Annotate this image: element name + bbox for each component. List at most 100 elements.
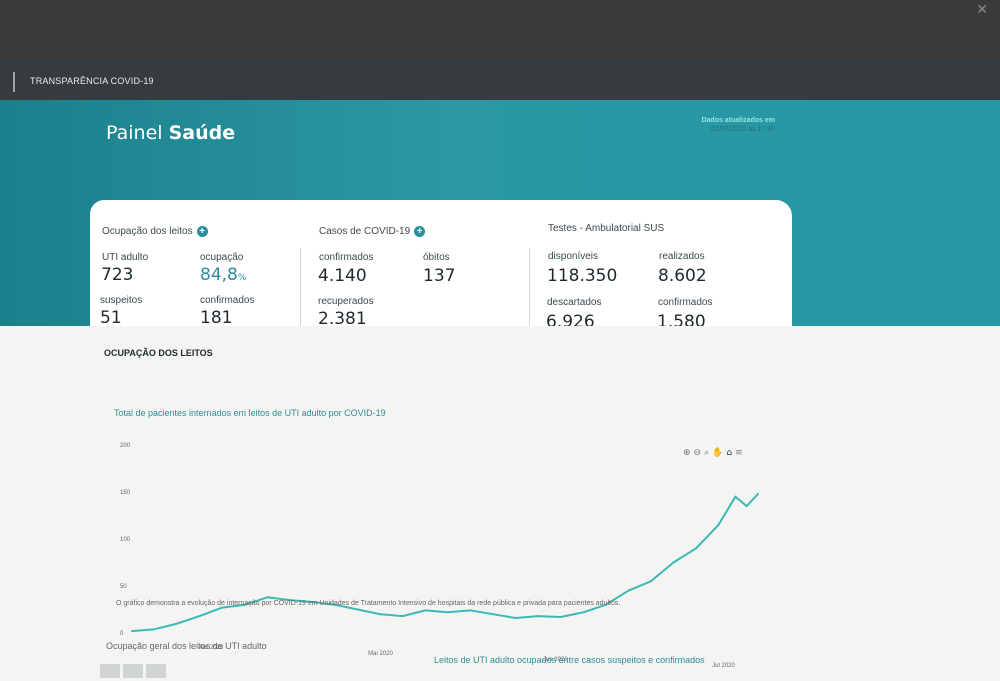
data-point[interactable] (401, 615, 404, 618)
brand-link[interactable]: TRANSPARÊNCIA COVID-19 (30, 76, 154, 86)
page-title: Painel Saúde (106, 122, 235, 144)
data-point[interactable] (695, 547, 697, 550)
data-point[interactable] (717, 523, 720, 526)
data-point[interactable] (734, 495, 737, 498)
y-tick-label: 150 (120, 490, 131, 496)
obitos-value: 137 (423, 266, 456, 286)
chart-note: O gráfico demonstra a evolução de intern… (116, 600, 621, 607)
chart-subtitle: Total de pacientes internados em leitos … (114, 408, 386, 418)
data-point[interactable] (757, 492, 759, 495)
data-point[interactable] (514, 617, 517, 619)
zoom-selection-icon[interactable]: ⌕ (704, 448, 710, 458)
data-point[interactable] (176, 622, 179, 625)
disponiveis-value: 118.350 (547, 266, 618, 286)
last-updated: Dados atualizados em 07/07/2020 às 17:30 (670, 116, 775, 134)
uti-adulto-label: UTI adulto (102, 252, 149, 263)
leitos-section-title[interactable]: Ocupação dos leitos + (102, 226, 208, 237)
series-line[interactable] (131, 493, 759, 633)
data-point[interactable] (243, 603, 246, 606)
testes-section-title: Testes - Ambulatorial SUS (548, 223, 664, 234)
casos-confirmados-value: 4.140 (318, 266, 367, 286)
page-title-prefix: Painel (106, 122, 163, 144)
occupied-beds-label: Leitos de UTI adulto ocupados entre caso… (434, 655, 705, 665)
ocupacao-number: 84,8 (200, 265, 238, 285)
plus-icon[interactable]: + (196, 226, 208, 237)
data-point[interactable] (469, 609, 472, 612)
data-point[interactable] (745, 505, 748, 508)
data-point[interactable] (604, 603, 607, 606)
data-point[interactable] (356, 608, 359, 611)
data-point[interactable] (491, 613, 494, 616)
chart-tab-button[interactable] (100, 664, 120, 678)
divider (529, 248, 530, 336)
x-tick-label: Jul 2020 (712, 663, 735, 669)
data-point[interactable] (266, 596, 269, 599)
monitor-bezel: ✕ (0, 0, 1000, 60)
disponiveis-label: disponíveis (548, 251, 599, 262)
zoom-in-icon[interactable]: ⊕ (683, 448, 691, 458)
uti-adulto-value: 723 (101, 265, 134, 285)
data-point[interactable] (153, 628, 156, 631)
home-icon[interactable]: ⌂ (726, 448, 733, 458)
x-tick-label: Abr 2020 (199, 645, 224, 651)
data-point[interactable] (537, 615, 540, 618)
divider (300, 248, 301, 332)
y-tick-label: 0 (120, 631, 124, 637)
obitos-label: óbitos (423, 252, 450, 263)
pan-icon[interactable]: ✋ (712, 448, 724, 458)
hero-banner: Painel Saúde Dados atualizados em 07/07/… (0, 100, 1000, 360)
leitos-confirmados-value: 181 (200, 308, 233, 328)
x-tick-label: Mai 2020 (368, 651, 393, 657)
ocupacao-value: 84,8% (200, 265, 246, 285)
suspeitos-label: suspeitos (100, 295, 143, 306)
content-area: OCUPAÇÃO DOS LEITOS Total de pacientes i… (0, 326, 1000, 681)
data-point[interactable] (582, 611, 585, 614)
leitos-title-text: Ocupação dos leitos (102, 226, 193, 237)
chart-toolbar: ⊕ ⊖ ⌕ ✋ ⌂ ≡ (683, 448, 743, 458)
casos-title-text: Casos de COVID-19 (319, 226, 411, 237)
occupancy-general-label: Ocupação geral dos leitos de UTI adulto (106, 641, 267, 651)
data-point[interactable] (288, 599, 291, 602)
data-point[interactable] (221, 606, 224, 609)
line-chart: 200 150 100 50 0 Abr 2020 Mai 2020 Jun 2020 Jul … (120, 443, 759, 669)
navbar-divider (13, 72, 15, 92)
last-updated-value: 07/07/2020 às 17:30 (711, 126, 775, 133)
data-point[interactable] (424, 609, 427, 612)
section-title: OCUPAÇÃO DOS LEITOS (104, 348, 213, 358)
last-updated-label: Dados atualizados em (701, 117, 775, 124)
data-point[interactable] (334, 603, 336, 606)
recuperados-value: 2.381 (318, 309, 367, 329)
data-point[interactable] (131, 630, 133, 633)
y-tick-label: 100 (120, 537, 131, 543)
y-tick-label: 50 (120, 584, 127, 590)
zoom-out-icon[interactable]: ⊖ (693, 448, 702, 458)
ocupacao-label: ocupação (200, 252, 244, 263)
testes-title-text: Testes - Ambulatorial SUS (548, 223, 665, 234)
data-point[interactable] (198, 615, 201, 618)
x-tick-label: Jun 2020 (543, 657, 568, 663)
plus-icon[interactable]: + (414, 226, 426, 237)
top-navbar: TRANSPARÊNCIA COVID-19 (0, 60, 1000, 100)
data-point[interactable] (311, 601, 314, 603)
suspeitos-value: 51 (100, 308, 122, 328)
chart-tab-button[interactable] (146, 664, 166, 678)
chart-tab-button[interactable] (123, 664, 143, 678)
testes-confirmados-label: confirmados (658, 297, 713, 308)
data-point[interactable] (559, 616, 562, 618)
page-title-bold: Saúde (168, 122, 236, 144)
realizados-value: 8.602 (658, 266, 707, 286)
data-point[interactable] (379, 613, 382, 616)
menu-icon[interactable]: ≡ (735, 448, 743, 458)
casos-confirmados-label: confirmados (319, 252, 374, 263)
data-point[interactable] (446, 611, 449, 614)
realizados-label: realizados (659, 251, 705, 262)
close-icon[interactable]: ✕ (976, 2, 988, 18)
leitos-confirmados-label: confirmados (200, 295, 255, 306)
data-point[interactable] (627, 589, 630, 592)
y-tick-label: 200 (120, 443, 131, 449)
descartados-label: descartados (547, 297, 602, 308)
recuperados-label: recuperados (318, 296, 374, 307)
data-point[interactable] (672, 561, 675, 564)
data-point[interactable] (649, 580, 652, 583)
casos-section-title[interactable]: Casos de COVID-19 + (319, 226, 426, 237)
